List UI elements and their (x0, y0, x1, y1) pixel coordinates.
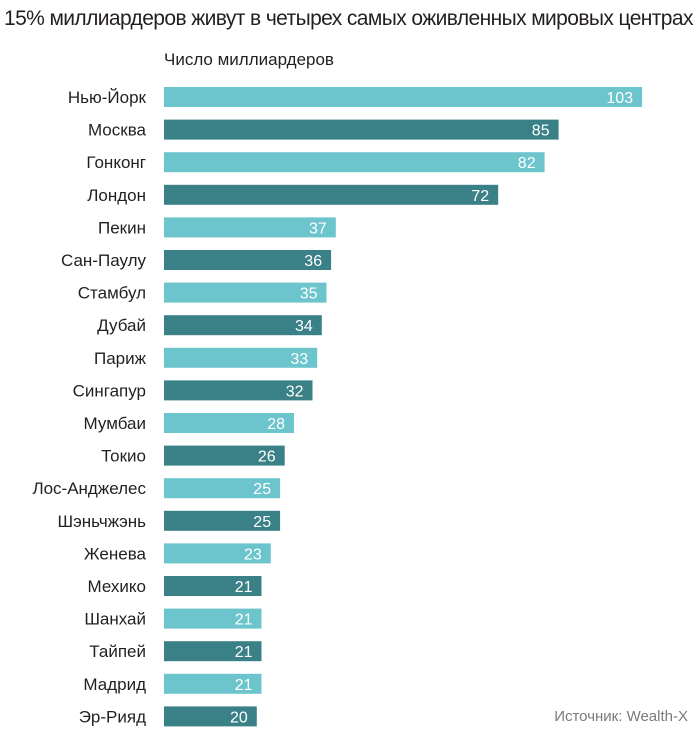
data-label: 21 (235, 612, 253, 629)
category-label: Женева (84, 544, 147, 563)
data-label: 23 (244, 546, 262, 563)
category-label: Москва (88, 121, 147, 140)
data-label: 21 (235, 579, 253, 596)
source-note: Источник: Wealth-X (554, 708, 688, 725)
bar (164, 413, 294, 433)
category-label: Лондон (87, 186, 146, 205)
category-label: Пекин (98, 218, 146, 237)
data-label: 25 (253, 481, 271, 498)
bar (164, 282, 327, 303)
data-label: 36 (304, 253, 322, 270)
bar (164, 543, 271, 564)
bar (164, 184, 499, 205)
category-label: Тайпей (89, 642, 146, 661)
bar (164, 380, 313, 401)
data-label: 26 (258, 449, 276, 466)
bar (164, 119, 559, 140)
category-label: Гонконг (86, 153, 146, 172)
category-label: Мадрид (83, 675, 146, 694)
category-label: Шэньчжэнь (57, 512, 146, 531)
category-label: Сингапур (73, 381, 146, 400)
bar (164, 315, 322, 336)
category-label: Нью-Йорк (68, 88, 147, 107)
bar (164, 478, 281, 499)
data-label: 35 (300, 286, 318, 303)
bar (164, 641, 262, 662)
chart-subtitle: Число миллиардеров (164, 50, 334, 69)
bar (164, 445, 285, 466)
category-label: Токио (101, 447, 146, 466)
category-label: Стамбул (78, 284, 146, 303)
bar (164, 510, 281, 531)
data-label: 32 (286, 383, 304, 400)
category-label: Мехико (87, 577, 146, 596)
category-label: Париж (94, 349, 147, 368)
data-label: 37 (309, 220, 327, 237)
category-label: Дубай (97, 316, 146, 335)
bar (164, 347, 318, 368)
bar (164, 217, 336, 238)
bar (164, 576, 262, 596)
bar (164, 673, 262, 694)
data-label: 21 (235, 644, 253, 661)
data-label: 82 (518, 155, 536, 172)
bar (164, 87, 643, 107)
data-label: 25 (253, 514, 271, 531)
category-label: Сан-Паулу (61, 251, 147, 270)
bar (164, 250, 332, 270)
bar (164, 706, 257, 727)
category-label: Эр-Рияд (79, 707, 146, 726)
data-label: 72 (471, 188, 489, 205)
bar (164, 608, 262, 629)
bar (164, 152, 545, 173)
data-label: 34 (295, 318, 313, 335)
data-label: 85 (532, 123, 550, 140)
chart-title: 15% миллиардеров живут в четырех самых о… (4, 7, 693, 30)
data-label: 21 (235, 677, 253, 694)
data-label: 28 (267, 416, 285, 433)
data-label: 20 (230, 709, 248, 726)
data-label: 33 (290, 351, 308, 368)
category-label: Лос-Анджелес (32, 479, 146, 498)
category-label: Мумбаи (84, 414, 146, 433)
category-label: Шанхай (84, 610, 146, 629)
data-label: 103 (606, 90, 633, 107)
